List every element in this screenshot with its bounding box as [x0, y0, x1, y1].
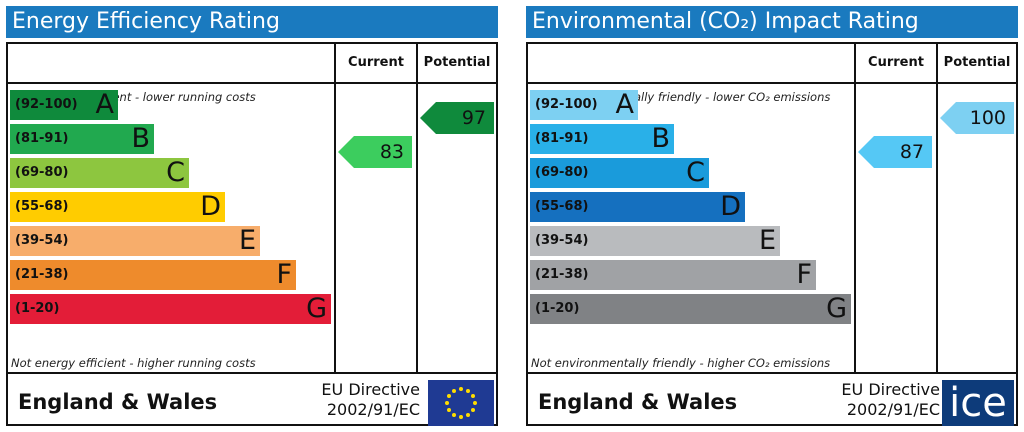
band-letter: C: [686, 157, 705, 188]
band-e: (39-54) E: [10, 225, 260, 256]
current-arrow-polygon: [858, 136, 932, 168]
band-range: (55-68): [15, 199, 69, 214]
potential-arrow-polygon: [940, 102, 1014, 134]
potential-rating-arrow: 97: [420, 102, 494, 134]
current-rating-value: 83: [379, 141, 404, 163]
directive-line: 2002/91/EC: [326, 400, 420, 419]
band-a: (92-100) A: [530, 89, 638, 120]
header-divider: [8, 82, 496, 84]
band-g: (1-20) G: [530, 293, 851, 324]
potential-rating-value: 100: [969, 107, 1006, 129]
band-range: (81-91): [535, 131, 589, 146]
column-divider: [936, 44, 938, 374]
directive-text: EU Directive 2002/91/EC: [290, 380, 420, 420]
column-divider: [334, 44, 336, 374]
directive-line: 2002/91/EC: [846, 400, 940, 419]
band-range: (69-80): [535, 165, 589, 180]
rating-frame: Current Potential Very environmentally f…: [526, 42, 1018, 426]
eu-flag-stars: [445, 387, 477, 419]
current-arrow-polygon: [338, 136, 412, 168]
directive-line: EU Directive: [321, 380, 420, 399]
band-range: (55-68): [535, 199, 589, 214]
rating-frame: Current Potential Very energy efficient …: [6, 42, 498, 426]
region-label: England & Wales: [538, 390, 738, 414]
band-c: (69-80) C: [530, 157, 709, 188]
footer-divider: [8, 372, 496, 374]
band-letter: G: [826, 293, 847, 324]
current-arrow-shape: [338, 136, 412, 168]
band-g: (1-20) G: [10, 293, 331, 324]
band-range: (21-38): [535, 267, 589, 282]
panel-title: Environmental (CO₂) Impact Rating: [526, 6, 1018, 38]
current-rating-arrow: 87: [858, 136, 932, 168]
bottom-note: Not environmentally friendly - higher CO…: [531, 356, 831, 370]
directive-text: EU Directive 2002/91/EC: [810, 380, 940, 420]
band-range: (92-100): [535, 97, 598, 112]
band-range: (1-20): [15, 301, 60, 316]
band-letter: D: [720, 191, 741, 222]
potential-column-header: Potential: [943, 55, 1011, 70]
band-letter: F: [796, 259, 812, 290]
current-column-header: Current: [868, 55, 924, 70]
region-label: England & Wales: [18, 390, 218, 414]
environmental-impact-panel: Environmental (CO₂) Impact Rating Curren…: [526, 6, 1018, 426]
band-b: (81-91) B: [10, 123, 154, 154]
band-range: (39-54): [15, 233, 69, 248]
current-arrow-shape: [858, 136, 932, 168]
band-c: (69-80) C: [10, 157, 189, 188]
bottom-note: Not energy efficient - higher running co…: [11, 356, 256, 370]
band-e: (39-54) E: [530, 225, 780, 256]
header-divider: [528, 82, 1016, 84]
ice-logo: ice: [942, 380, 1014, 426]
potential-arrow-polygon: [420, 102, 494, 134]
band-letter: G: [306, 293, 327, 324]
band-a: (92-100) A: [10, 89, 118, 120]
band-letter: B: [131, 123, 150, 154]
band-b: (81-91) B: [530, 123, 674, 154]
potential-column-header: Potential: [423, 55, 491, 70]
band-range: (69-80): [15, 165, 69, 180]
current-rating-arrow: 83: [338, 136, 412, 168]
band-letter: A: [615, 89, 634, 120]
footer-divider: [528, 372, 1016, 374]
band-letter: C: [166, 157, 185, 188]
directive-line: EU Directive: [841, 380, 940, 399]
band-f: (21-38) F: [10, 259, 296, 290]
band-range: (1-20): [535, 301, 580, 316]
band-d: (55-68) D: [530, 191, 745, 222]
potential-rating-arrow: 100: [940, 102, 1014, 134]
band-d: (55-68) D: [10, 191, 225, 222]
band-letter: A: [95, 89, 114, 120]
potential-arrow-shape: [420, 102, 494, 134]
band-letter: E: [758, 225, 776, 256]
panel-title: Energy Efficiency Rating: [6, 6, 498, 38]
band-letter: D: [200, 191, 221, 222]
current-rating-value: 87: [899, 141, 924, 163]
column-divider: [854, 44, 856, 374]
band-letter: E: [238, 225, 256, 256]
current-column-header: Current: [348, 55, 404, 70]
band-range: (21-38): [15, 267, 69, 282]
band-range: (39-54): [535, 233, 589, 248]
column-divider: [416, 44, 418, 374]
energy-efficiency-panel: Energy Efficiency Rating Current Potenti…: [6, 6, 498, 426]
band-letter: B: [651, 123, 670, 154]
band-range: (92-100): [15, 97, 78, 112]
band-f: (21-38) F: [530, 259, 816, 290]
potential-rating-value: 97: [461, 107, 486, 129]
band-range: (81-91): [15, 131, 69, 146]
band-letter: F: [276, 259, 292, 290]
eu-flag-icon: [428, 380, 494, 426]
potential-arrow-shape: [940, 102, 1014, 134]
